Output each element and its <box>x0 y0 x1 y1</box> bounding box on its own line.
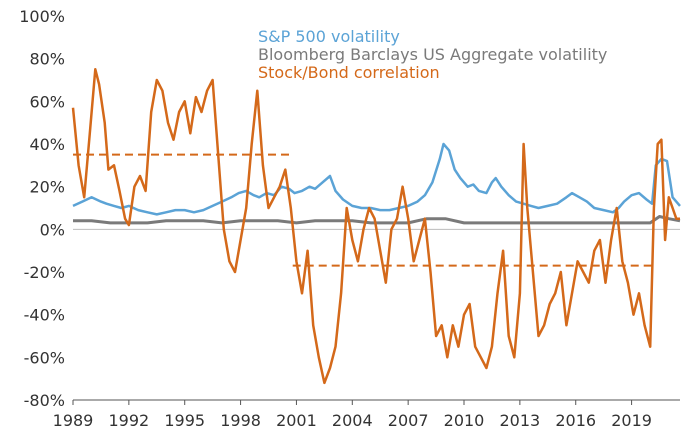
y-tick-label: 100% <box>19 7 65 26</box>
reference-lines <box>73 153 656 267</box>
x-tick-label: 2019 <box>611 411 652 430</box>
y-tick-label: -40% <box>24 306 65 325</box>
x-tick-label: 1989 <box>53 411 94 430</box>
x-tick-label: 1995 <box>164 411 205 430</box>
x-tick-label: 2001 <box>276 411 317 430</box>
x-tick-label: 1992 <box>108 411 149 430</box>
y-tick-label: 20% <box>29 178 65 197</box>
y-tick-label: 80% <box>29 50 65 69</box>
legend-label-correlation: Stock/Bond correlation <box>258 63 440 82</box>
x-tick-label: 1998 <box>220 411 261 430</box>
legend-label-sp500: S&P 500 volatility <box>258 27 400 46</box>
y-tick-label: 0% <box>40 220 65 239</box>
x-tick-labels: 1989 1992 1995 1998 2001 2004 2007 2010 2013 2016… <box>53 400 652 430</box>
y-tick-label: -20% <box>24 263 65 282</box>
y-tick-labels: -80% -60% -40% -20% 0% 20% 40% 60% 80% 100% <box>19 7 65 410</box>
series-lines <box>71 68 681 385</box>
y-tick-label: -80% <box>24 391 65 410</box>
x-tick-label: 2004 <box>332 411 373 430</box>
y-tick-label: -60% <box>24 348 65 367</box>
x-tick-label: 2010 <box>444 411 485 430</box>
series-line-2 <box>71 68 680 385</box>
y-tick-label: 40% <box>29 135 65 154</box>
y-tick-label: 60% <box>29 92 65 111</box>
series-line-1 <box>73 215 681 225</box>
x-tick-label: 2013 <box>500 411 541 430</box>
series-line-0 <box>72 142 681 216</box>
legend: S&P 500 volatility Bloomberg Barclays US… <box>258 27 607 82</box>
legend-label-aggregate: Bloomberg Barclays US Aggregate volatili… <box>258 45 607 64</box>
x-tick-label: 2016 <box>555 411 596 430</box>
x-tick-label: 2007 <box>388 411 429 430</box>
